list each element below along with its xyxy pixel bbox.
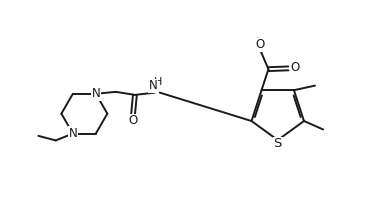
Text: O: O <box>255 38 264 51</box>
Text: H: H <box>154 77 162 87</box>
Text: S: S <box>274 137 282 150</box>
Text: N: N <box>68 127 77 140</box>
Text: O: O <box>128 114 138 127</box>
Text: O: O <box>291 61 300 74</box>
Text: N: N <box>149 79 158 92</box>
Text: N: N <box>91 87 100 100</box>
